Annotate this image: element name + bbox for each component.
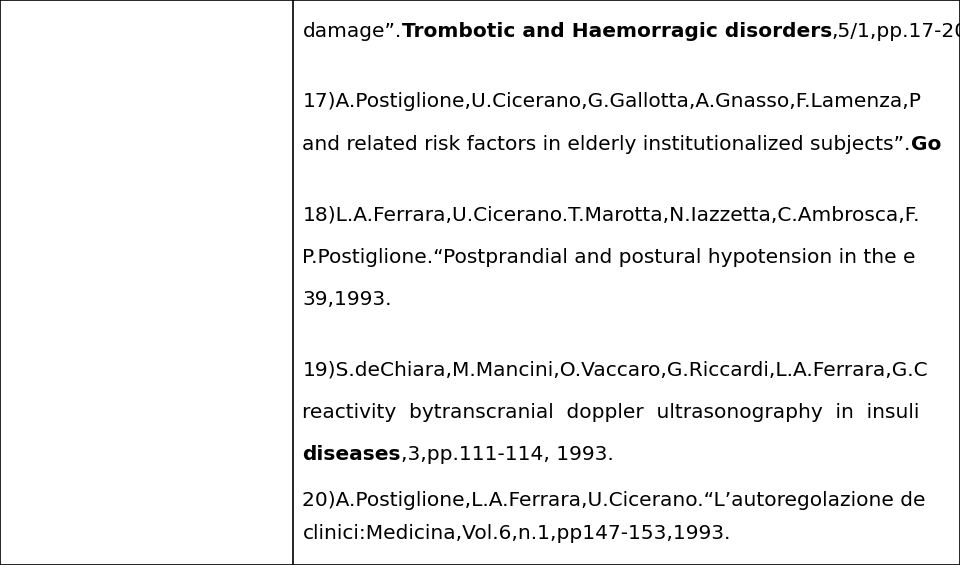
Text: clinici:Medicina,Vol.6,n.1,pp147-153,1993.: clinici:Medicina,Vol.6,n.1,pp147-153,199… [302, 524, 731, 544]
Text: ,3,pp.111-114, 1993.: ,3,pp.111-114, 1993. [401, 445, 613, 464]
Text: Go: Go [911, 134, 941, 154]
Text: 19)S.deChiara,M.Mancini,O.Vaccaro,G.Riccardi,L.A.Ferrara,G.C: 19)S.deChiara,M.Mancini,O.Vaccaro,G.Ricc… [302, 360, 928, 380]
Text: Trombotic and Haemorragic disorders: Trombotic and Haemorragic disorders [401, 21, 832, 41]
Text: 18)L.A.Ferrara,U.Cicerano.T.Marotta,N.Iazzetta,C.Ambrosca,F.: 18)L.A.Ferrara,U.Cicerano.T.Marotta,N.Ia… [302, 205, 920, 224]
Text: P.Postiglione.“Postprandial and postural hypotension in the e: P.Postiglione.“Postprandial and postural… [302, 247, 916, 267]
Text: and related risk factors in elderly institutionalized subjects”.: and related risk factors in elderly inst… [302, 134, 911, 154]
Text: damage”.: damage”. [302, 21, 401, 41]
Text: reactivity  bytranscranial  doppler  ultrasonography  in  insuli: reactivity bytranscranial doppler ultras… [302, 403, 920, 422]
Text: diseases: diseases [302, 445, 401, 464]
Text: ,5/1,pp.17-20: ,5/1,pp.17-20 [832, 21, 960, 41]
Text: 20)A.Postiglione,L.A.Ferrara,U.Cicerano.“L’autoregolazione de: 20)A.Postiglione,L.A.Ferrara,U.Cicerano.… [302, 490, 925, 510]
Text: 39,1993.: 39,1993. [302, 290, 392, 309]
Text: 17)A.Postiglione,U.Cicerano,G.Gallotta,A.Gnasso,F.Lamenza,P: 17)A.Postiglione,U.Cicerano,G.Gallotta,A… [302, 92, 922, 111]
